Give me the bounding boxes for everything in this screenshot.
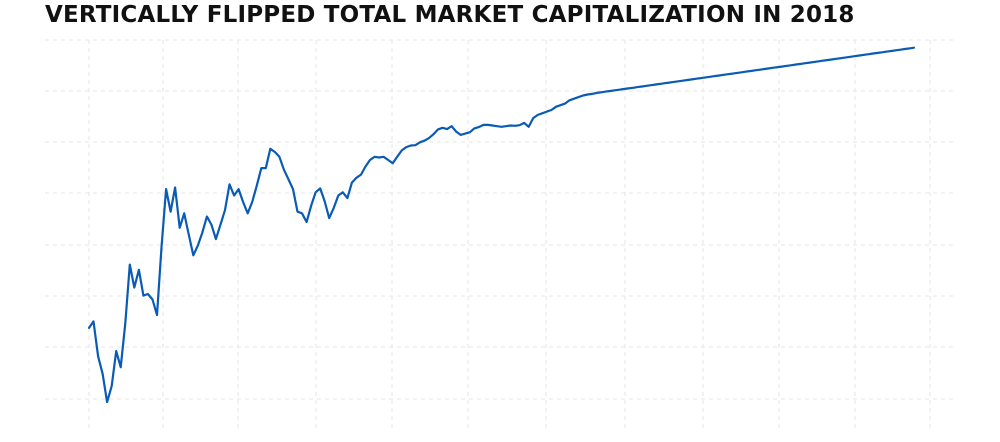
chart-title: VERTICALLY FLIPPED TOTAL MARKET CAPITALI…: [45, 2, 855, 28]
market-cap-line: [87, 46, 916, 404]
grid: [45, 39, 957, 432]
